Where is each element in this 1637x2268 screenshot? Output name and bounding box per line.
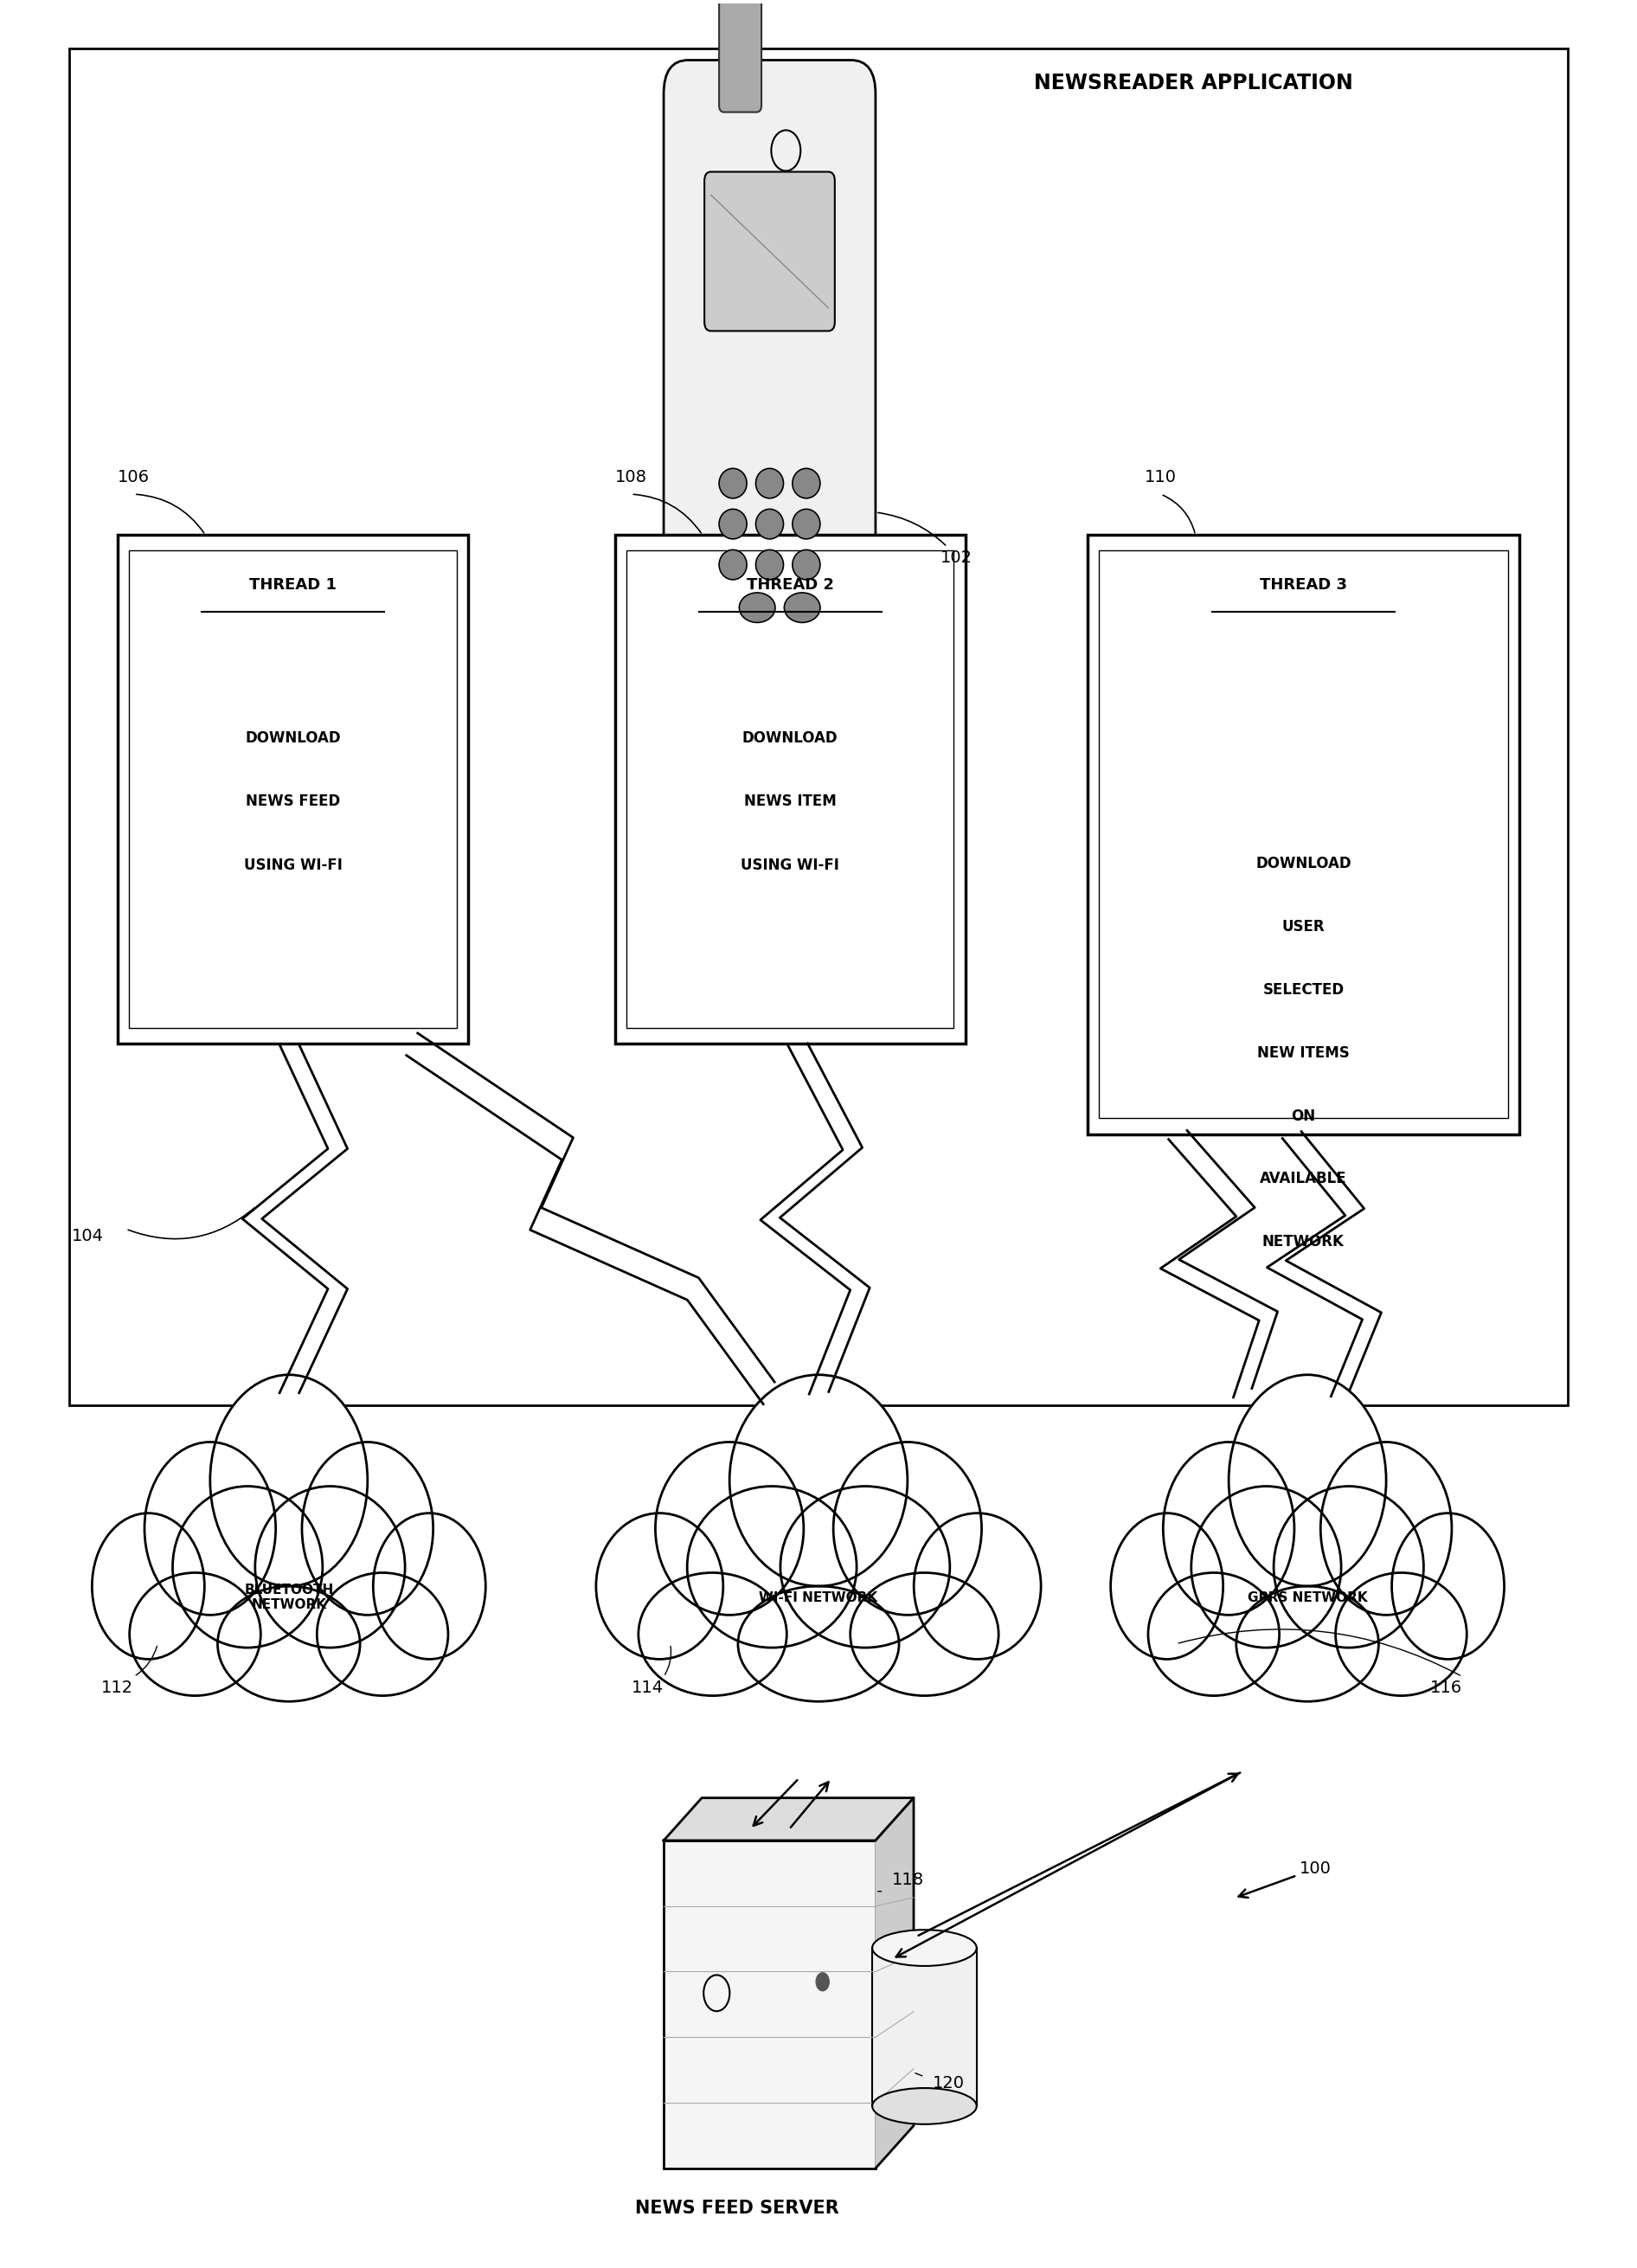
Ellipse shape xyxy=(1336,1572,1467,1696)
Text: 116: 116 xyxy=(1429,1681,1462,1696)
Text: AVAILABLE: AVAILABLE xyxy=(1260,1170,1347,1186)
Text: NEWSREADER APPLICATION: NEWSREADER APPLICATION xyxy=(1035,73,1352,93)
Polygon shape xyxy=(663,1799,913,1842)
Ellipse shape xyxy=(756,469,784,499)
FancyBboxPatch shape xyxy=(663,61,876,671)
Ellipse shape xyxy=(873,2089,977,2125)
FancyBboxPatch shape xyxy=(663,1842,876,2168)
Text: WI-FI NETWORK: WI-FI NETWORK xyxy=(760,1590,877,1603)
Text: 100: 100 xyxy=(1239,1860,1331,1898)
FancyBboxPatch shape xyxy=(873,1948,977,2107)
FancyBboxPatch shape xyxy=(69,50,1568,1406)
Ellipse shape xyxy=(850,1572,999,1696)
Text: 110: 110 xyxy=(1144,469,1177,485)
Ellipse shape xyxy=(1274,1486,1424,1647)
Ellipse shape xyxy=(792,549,820,581)
Text: NEW ITEMS: NEW ITEMS xyxy=(1257,1046,1349,1061)
Ellipse shape xyxy=(210,1374,368,1585)
Ellipse shape xyxy=(1148,1572,1280,1696)
Text: THREAD 2: THREAD 2 xyxy=(746,576,833,592)
Ellipse shape xyxy=(1236,1585,1378,1701)
Ellipse shape xyxy=(688,1486,856,1647)
Ellipse shape xyxy=(1321,1442,1452,1615)
Text: DOWNLOAD: DOWNLOAD xyxy=(742,730,838,746)
Text: BLUETOOTH
NETWORK: BLUETOOTH NETWORK xyxy=(244,1583,334,1613)
Ellipse shape xyxy=(92,1513,205,1660)
Text: 104: 104 xyxy=(72,1227,105,1243)
Ellipse shape xyxy=(913,1513,1041,1660)
Ellipse shape xyxy=(655,1442,804,1615)
FancyBboxPatch shape xyxy=(1098,551,1508,1118)
Text: 118: 118 xyxy=(892,1871,923,1889)
Ellipse shape xyxy=(756,549,784,581)
Ellipse shape xyxy=(792,469,820,499)
Polygon shape xyxy=(876,1799,913,2168)
Text: NEWS ITEM: NEWS ITEM xyxy=(743,794,837,810)
Text: GPRS NETWORK: GPRS NETWORK xyxy=(1247,1590,1367,1603)
Ellipse shape xyxy=(255,1486,404,1647)
Text: 120: 120 xyxy=(933,2075,964,2091)
FancyBboxPatch shape xyxy=(118,535,468,1043)
Text: 112: 112 xyxy=(101,1681,134,1696)
Ellipse shape xyxy=(596,1513,724,1660)
Ellipse shape xyxy=(144,1442,275,1615)
Text: NEWS FEED: NEWS FEED xyxy=(246,794,340,810)
Text: DOWNLOAD: DOWNLOAD xyxy=(1256,857,1351,871)
Ellipse shape xyxy=(833,1442,982,1615)
Circle shape xyxy=(817,1973,828,1991)
Ellipse shape xyxy=(1192,1486,1341,1647)
Text: NEWS FEED SERVER: NEWS FEED SERVER xyxy=(635,2200,840,2216)
Ellipse shape xyxy=(784,592,820,621)
Text: 114: 114 xyxy=(632,1681,663,1696)
Ellipse shape xyxy=(781,1486,949,1647)
Ellipse shape xyxy=(373,1513,486,1660)
Ellipse shape xyxy=(719,469,746,499)
Text: 106: 106 xyxy=(118,469,149,485)
Ellipse shape xyxy=(1110,1513,1223,1660)
Ellipse shape xyxy=(318,1572,449,1696)
Ellipse shape xyxy=(719,549,746,581)
Ellipse shape xyxy=(719,508,746,540)
Ellipse shape xyxy=(218,1585,360,1701)
FancyBboxPatch shape xyxy=(704,172,835,331)
Ellipse shape xyxy=(756,508,784,540)
Text: NETWORK: NETWORK xyxy=(1262,1234,1344,1250)
Ellipse shape xyxy=(1391,1513,1504,1660)
Text: SELECTED: SELECTED xyxy=(1262,982,1344,998)
Text: USER: USER xyxy=(1282,919,1324,934)
FancyBboxPatch shape xyxy=(129,551,457,1027)
Text: 108: 108 xyxy=(616,469,647,485)
Text: USING WI-FI: USING WI-FI xyxy=(740,857,840,873)
Text: 102: 102 xyxy=(877,513,972,565)
Text: DOWNLOAD: DOWNLOAD xyxy=(246,730,340,746)
Ellipse shape xyxy=(172,1486,322,1647)
FancyBboxPatch shape xyxy=(719,0,761,111)
Ellipse shape xyxy=(740,592,776,621)
FancyBboxPatch shape xyxy=(627,551,954,1027)
Ellipse shape xyxy=(301,1442,434,1615)
Ellipse shape xyxy=(738,1585,899,1701)
Ellipse shape xyxy=(1164,1442,1295,1615)
Text: THREAD 1: THREAD 1 xyxy=(249,576,337,592)
Ellipse shape xyxy=(873,1930,977,1966)
Text: ON: ON xyxy=(1292,1109,1316,1123)
FancyBboxPatch shape xyxy=(1087,535,1519,1134)
Text: USING WI-FI: USING WI-FI xyxy=(244,857,342,873)
Ellipse shape xyxy=(730,1374,907,1585)
Text: THREAD 3: THREAD 3 xyxy=(1259,576,1347,592)
Ellipse shape xyxy=(638,1572,787,1696)
Ellipse shape xyxy=(129,1572,260,1696)
Ellipse shape xyxy=(792,508,820,540)
Ellipse shape xyxy=(1229,1374,1387,1585)
FancyBboxPatch shape xyxy=(616,535,966,1043)
